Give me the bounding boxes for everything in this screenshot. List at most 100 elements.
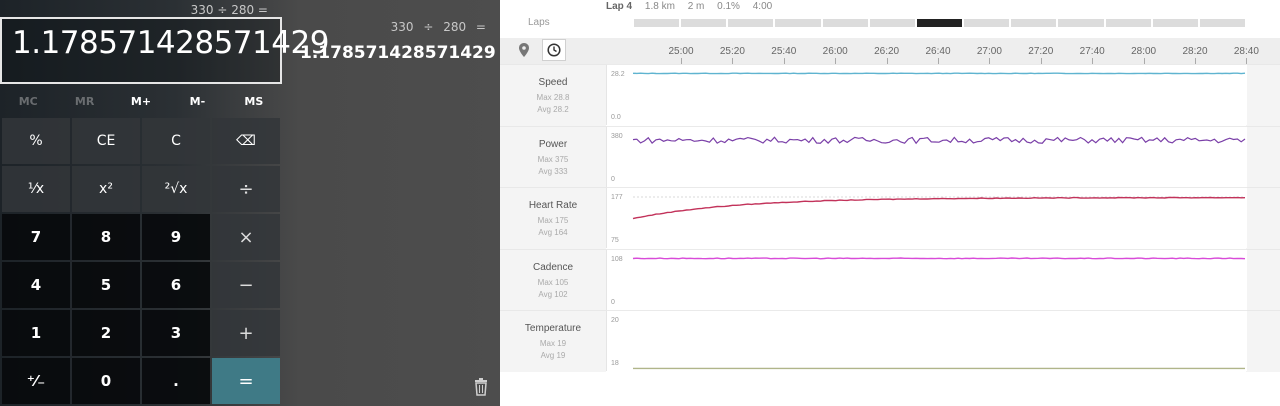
divide-button[interactable]: ÷ — [212, 166, 280, 212]
time-tick-mark — [1092, 58, 1094, 64]
metric-series-chart — [632, 135, 1246, 144]
metric-row-cadence: Cadence Max 105 Avg 102 108 0 — [500, 248, 1280, 311]
decimal-button[interactable]: . — [142, 358, 210, 404]
lap-segment[interactable] — [1152, 19, 1198, 27]
digit-6-button[interactable]: 6 — [142, 262, 210, 308]
metric-plot[interactable]: 380 0 — [606, 125, 1247, 187]
time-tick-label: 26:40 — [925, 46, 951, 57]
memory-mplus-button[interactable]: M+ — [130, 95, 152, 108]
calculator-result: 1.178571428571429 — [12, 25, 329, 61]
metric-label-panel — [500, 125, 606, 188]
metric-max: Max 28.8 — [536, 93, 570, 102]
y-axis-min: 75 — [611, 237, 619, 244]
history-expression[interactable]: 330 ÷ 280 = — [390, 20, 486, 34]
lap-name: Lap 4 — [606, 1, 633, 12]
digit-8-button[interactable]: 8 — [72, 214, 140, 260]
lap-segment[interactable] — [1105, 19, 1151, 27]
memory-mr-button[interactable]: MR — [74, 95, 95, 108]
row-right-gutter — [1246, 248, 1280, 311]
digit-2-button[interactable]: 2 — [72, 310, 140, 356]
calculator-display: 1.178571428571429 — [0, 17, 329, 84]
digit-7-button[interactable]: 7 — [2, 214, 70, 260]
reciprocal-button[interactable]: ¹⁄x — [2, 166, 70, 212]
y-axis-max: 177 — [611, 194, 623, 201]
metric-plot[interactable]: 20 18 — [606, 310, 1247, 371]
calculator-window: 330 ÷ 280 = 1.178571428571429 MC MR M+ M- MS… — [0, 0, 500, 406]
multiply-button[interactable]: × — [212, 214, 280, 260]
time-tick-mark — [783, 58, 785, 64]
square-button[interactable]: x² — [72, 166, 140, 212]
metric-max: Max 19 — [539, 339, 567, 348]
lap-segment[interactable] — [1199, 19, 1245, 27]
memory-row: MC MR M+ M- MS — [0, 95, 282, 111]
lap-segment[interactable] — [681, 19, 727, 27]
digit-9-button[interactable]: 9 — [142, 214, 210, 260]
lap-segment[interactable] — [634, 19, 680, 27]
lap-segment[interactable] — [1058, 19, 1104, 27]
metric-row-temperature: Temperature Max 19 Avg 19 20 18 — [500, 310, 1280, 372]
row-right-gutter — [1246, 187, 1280, 249]
backspace-button[interactable]: ⌫ — [212, 118, 280, 164]
keypad: % CE C ⌫ ¹⁄x x² ²√x ÷ 7 8 9 × 4 5 6− 1 2 3 + ⁺⁄₋ 0. = — [2, 118, 282, 404]
metric-series-chart — [632, 256, 1246, 260]
percent-button[interactable]: % — [2, 118, 70, 164]
square-root-button[interactable]: ²√x — [142, 166, 210, 212]
metric-avg: Avg 164 — [538, 228, 568, 237]
memory-ms-button[interactable]: MS — [244, 95, 264, 108]
laps-label: Laps — [528, 17, 550, 28]
time-tick-mark — [1040, 58, 1042, 64]
metric-max: Max 105 — [537, 277, 569, 287]
lap-segment[interactable] — [822, 19, 868, 27]
lap-duration: 2 m — [687, 1, 705, 12]
lap-summary: Lap 4 1.8 km 2 m 0.1% 4:00 — [606, 1, 782, 12]
negate-button[interactable]: ⁺⁄₋ — [2, 358, 70, 404]
add-button[interactable]: + — [212, 310, 280, 356]
metric-row-heart-rate: Heart Rate Max 175 Avg 164 177 75 — [500, 187, 1280, 249]
metric-plot[interactable]: 28.2 0.0 — [606, 64, 1247, 125]
row-right-gutter — [1246, 310, 1280, 372]
time-tick-label: 25:40 — [771, 46, 797, 57]
series-line — [632, 256, 1246, 260]
subtract-button[interactable]: − — [212, 262, 280, 308]
time-tick-label: 27:20 — [1028, 46, 1054, 57]
time-tick-mark — [732, 58, 734, 64]
time-tick-label: 26:00 — [822, 46, 848, 57]
time-tick-label: 27:40 — [1079, 46, 1105, 57]
digit-5-button[interactable]: 5 — [72, 262, 140, 308]
metric-title: Temperature — [524, 323, 582, 334]
history-result[interactable]: 1.178571428571429 — [300, 43, 496, 63]
metric-plot[interactable]: 108 0 — [606, 248, 1247, 310]
digit-4-button[interactable]: 4 — [2, 262, 70, 308]
time-tick-mark — [1143, 58, 1145, 64]
digit-1-button[interactable]: 1 — [2, 310, 70, 356]
map-pin-icon[interactable] — [512, 39, 536, 61]
lap-segment[interactable] — [869, 19, 915, 27]
metric-label-panel — [500, 187, 606, 249]
equals-button[interactable]: = — [212, 358, 280, 404]
time-tick-mark — [989, 58, 991, 64]
metric-title: Heart Rate — [528, 200, 578, 211]
clear-button[interactable]: C — [142, 118, 210, 164]
time-tick-label: 25:00 — [668, 46, 694, 57]
trash-icon[interactable] — [474, 378, 488, 396]
clear-entry-button[interactable]: CE — [72, 118, 140, 164]
metric-title: Power — [538, 138, 568, 150]
time-tick-label: 25:20 — [719, 46, 745, 57]
lap-segment[interactable] — [916, 19, 963, 27]
lap-segment[interactable] — [775, 19, 821, 27]
digit-3-button[interactable]: 3 — [142, 310, 210, 356]
time-tick-label: 28:20 — [1182, 46, 1208, 57]
metric-series-chart — [632, 72, 1246, 75]
clock-icon[interactable] — [542, 39, 566, 61]
lap-segment[interactable] — [1011, 19, 1057, 27]
memory-mc-button[interactable]: MC — [18, 95, 38, 108]
metric-max: Max 175 — [537, 216, 569, 225]
metric-plot[interactable]: 177 75 — [606, 187, 1247, 248]
time-tick-mark — [886, 58, 888, 64]
lap-segment[interactable] — [964, 19, 1010, 27]
y-axis-max: 20 — [611, 317, 619, 324]
memory-mminus-button[interactable]: M- — [189, 95, 206, 108]
lap-segment[interactable] — [728, 19, 774, 27]
metric-label-panel — [500, 248, 606, 311]
digit-0-button[interactable]: 0 — [72, 358, 140, 404]
